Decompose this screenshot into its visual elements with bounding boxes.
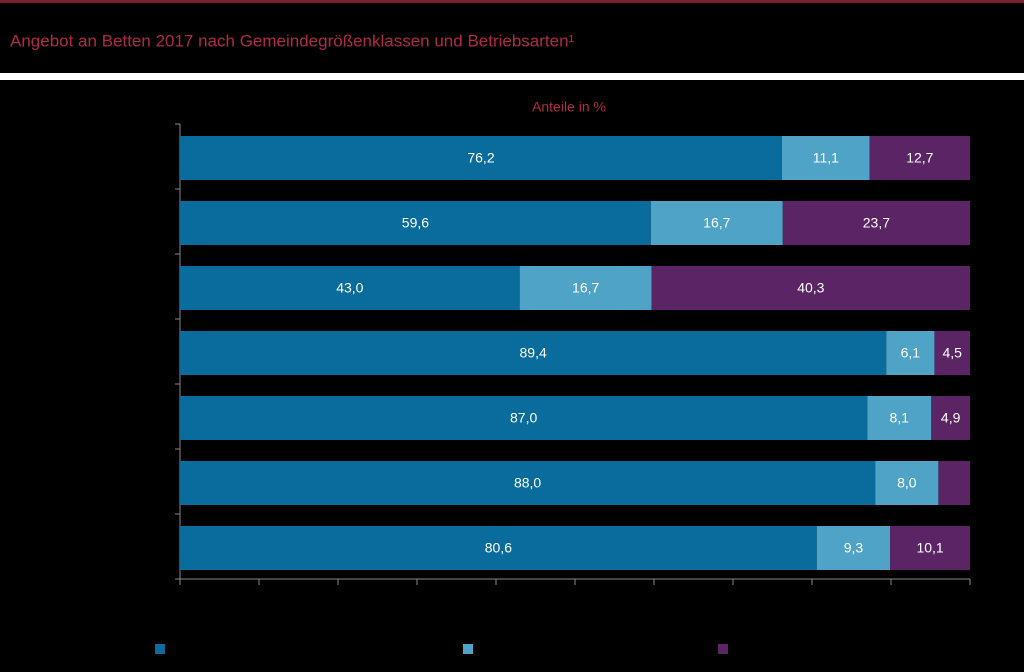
- bar-segment: [931, 396, 970, 440]
- bar-segment: [781, 136, 870, 180]
- header-rule: [0, 73, 1024, 80]
- bar-segment: [651, 266, 970, 310]
- value-label: 59,6: [402, 215, 429, 231]
- value-label: 16,7: [572, 280, 599, 296]
- value-label: 6,1: [901, 345, 921, 361]
- value-label: 43,0: [336, 280, 363, 296]
- value-label: 76,2: [467, 150, 494, 166]
- bar-segment: [180, 461, 876, 505]
- bar-segment: [782, 201, 970, 245]
- value-label: 23,7: [863, 215, 890, 231]
- top-rule: [0, 0, 1024, 3]
- bar-segment: [938, 461, 970, 505]
- value-label: 16,7: [703, 215, 730, 231]
- chart-title: Angebot an Betten 2017 nach Gemeindegröß…: [10, 31, 575, 50]
- value-label: 12,7: [906, 150, 933, 166]
- bar-segment: [180, 136, 782, 180]
- value-label: 9,3: [844, 540, 864, 556]
- legend-swatch: [718, 644, 728, 654]
- value-label: 80,6: [485, 540, 512, 556]
- value-label: 4,9: [941, 410, 961, 426]
- bar-segment: [519, 266, 652, 310]
- bar-segment: [180, 331, 887, 375]
- bar-segment: [180, 266, 520, 310]
- legend-swatch: [463, 644, 473, 654]
- value-label: 11,1: [813, 150, 839, 166]
- bar-segment: [180, 526, 817, 570]
- bar-segment: [869, 136, 970, 180]
- value-label: 4,5: [942, 345, 962, 361]
- value-label: 88,0: [514, 475, 541, 491]
- value-label: 10,1: [916, 540, 943, 556]
- bar-segment: [867, 396, 932, 440]
- bar-segment: [816, 526, 891, 570]
- value-label: 8,1: [890, 410, 910, 426]
- bar-segment: [650, 201, 783, 245]
- bar-segment: [886, 331, 935, 375]
- chart-subtitle: Anteile in %: [532, 99, 606, 115]
- value-label: 40,3: [797, 280, 824, 296]
- legend-swatch: [155, 644, 165, 654]
- bar-segment: [890, 526, 970, 570]
- bar-segment: [934, 331, 970, 375]
- bar-segment: [180, 396, 868, 440]
- bar-segment: [180, 201, 651, 245]
- value-label: 87,0: [510, 410, 537, 426]
- value-label: 89,4: [520, 345, 547, 361]
- bar-segment: [875, 461, 939, 505]
- value-label: 8,0: [897, 475, 917, 491]
